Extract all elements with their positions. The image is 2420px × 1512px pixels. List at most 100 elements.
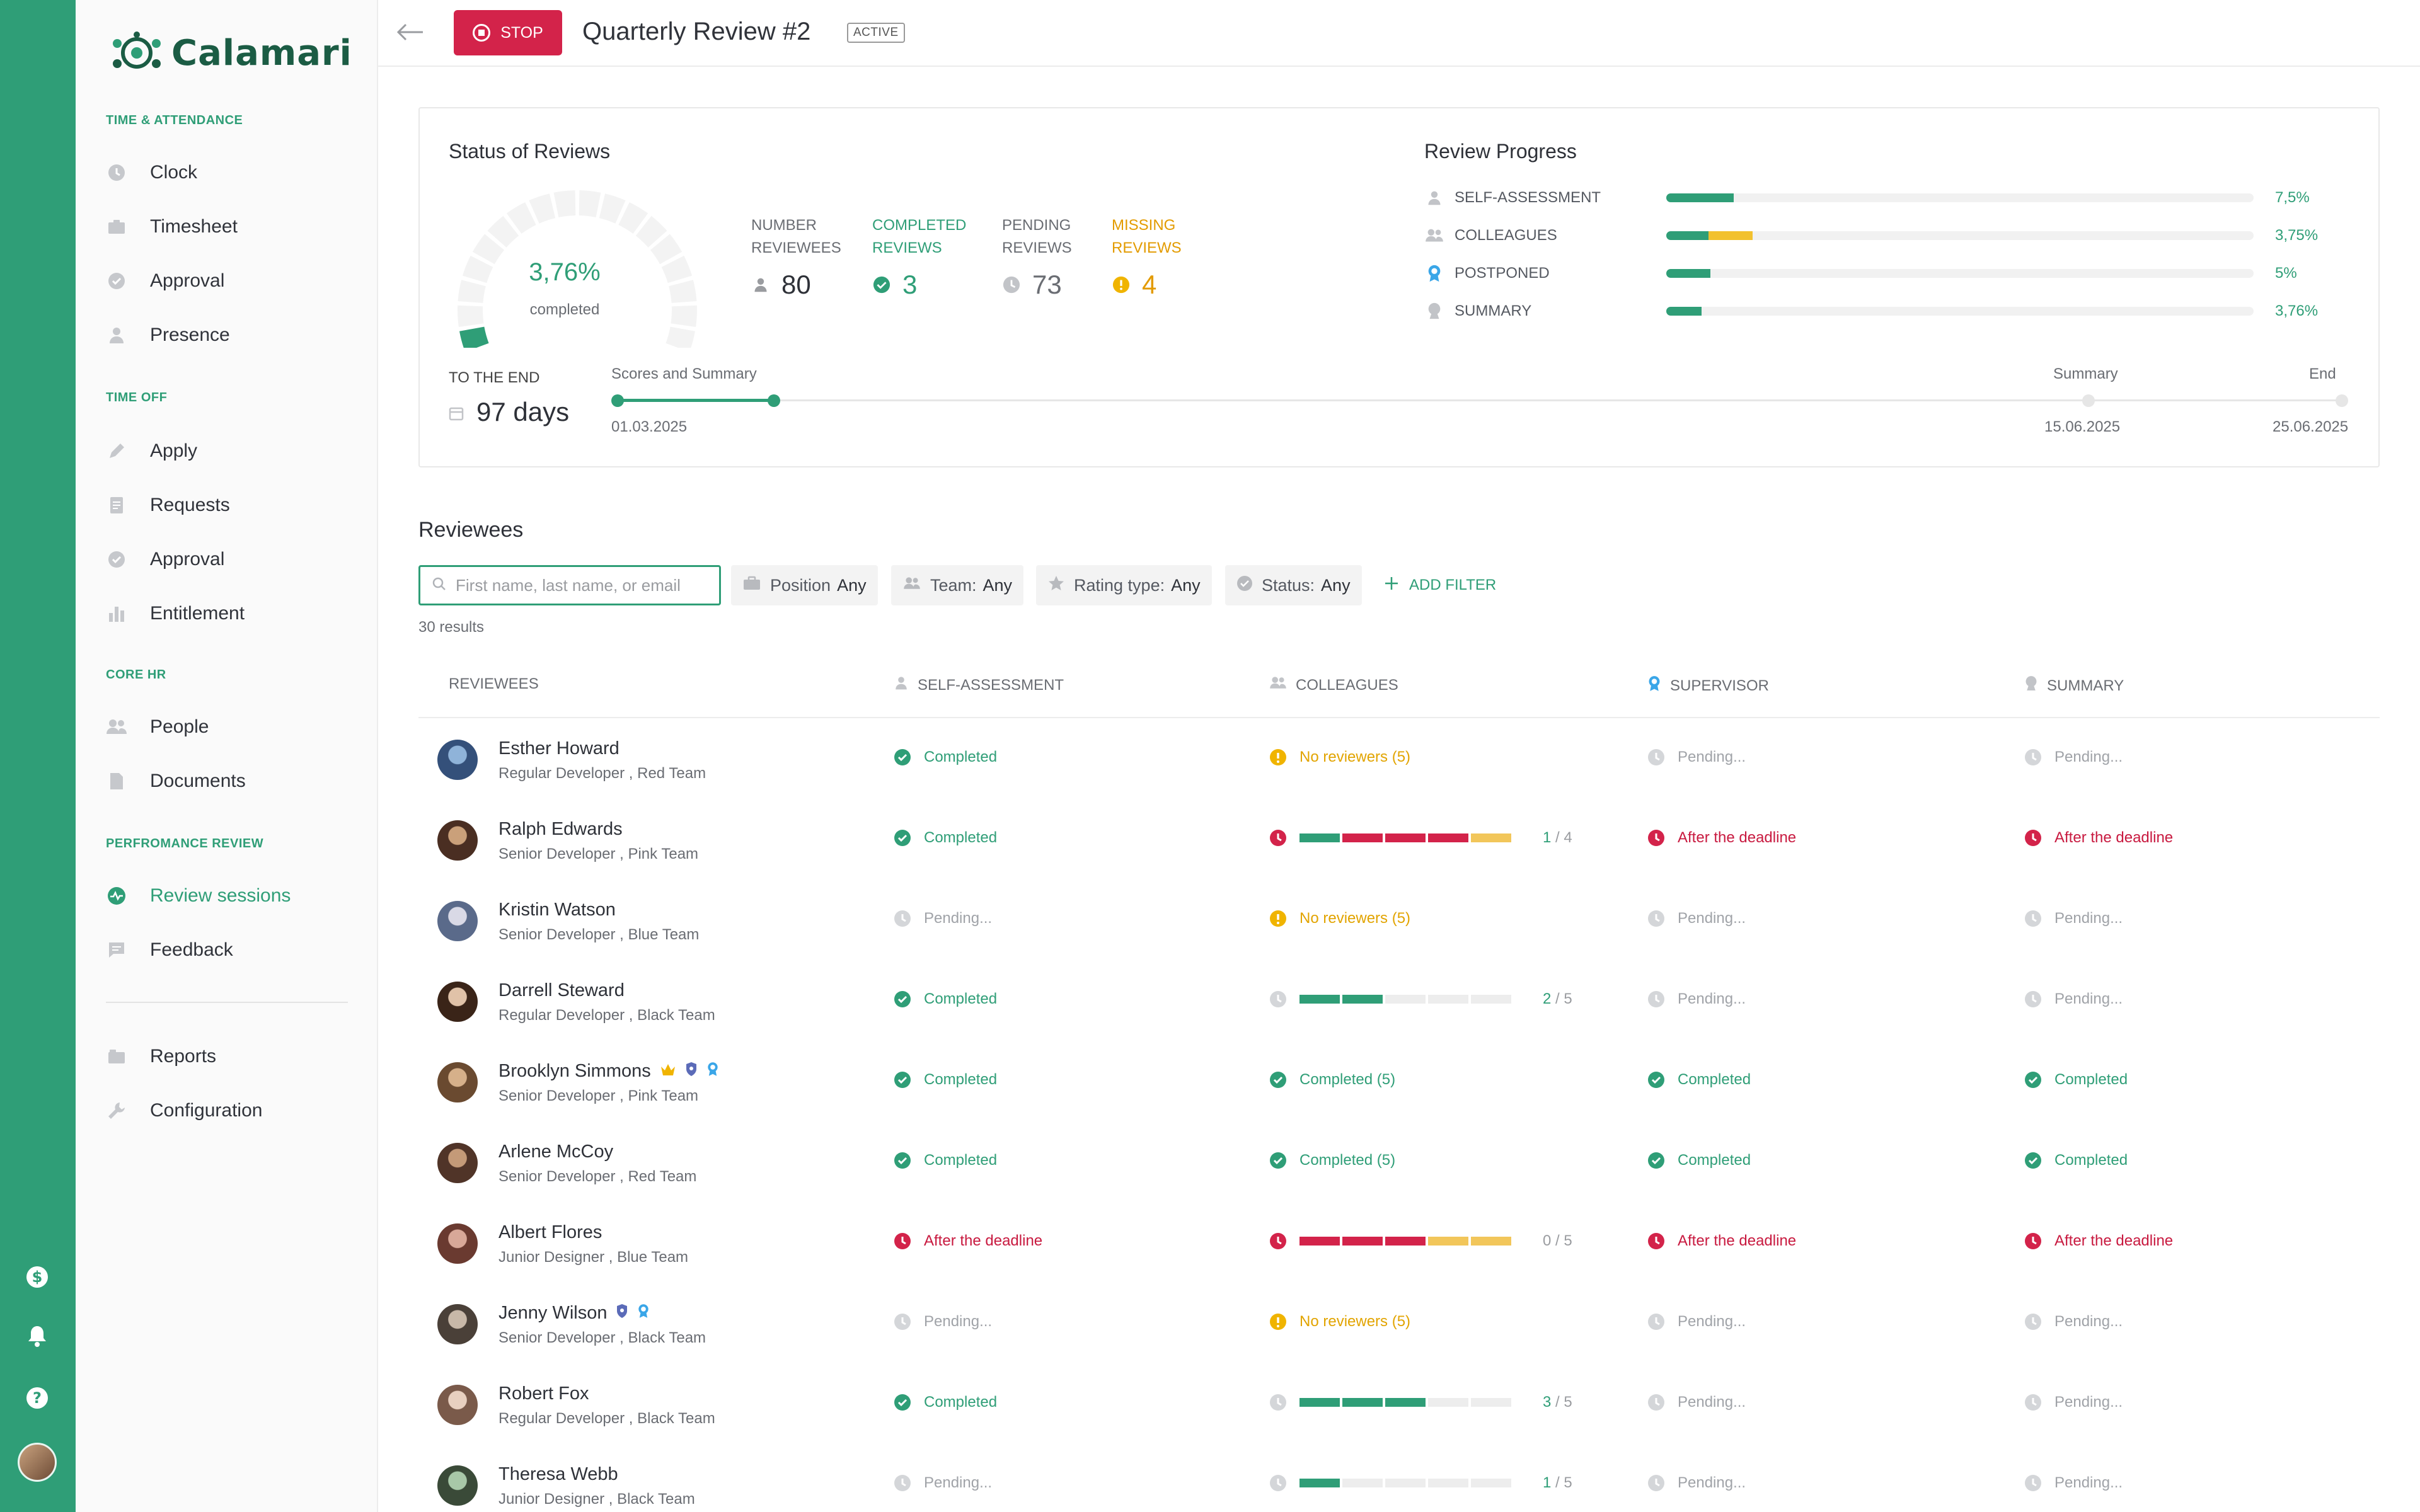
summary-status[interactable]: Pending... bbox=[2024, 748, 2123, 766]
supervisor-status[interactable]: Completed bbox=[1647, 1071, 1751, 1089]
sidebar-item-apply[interactable]: Apply bbox=[106, 431, 358, 471]
table-row[interactable]: Darrell Steward Regular Developer , Blac… bbox=[418, 961, 2380, 1042]
column-summary[interactable]: SUMMARY bbox=[2024, 675, 2124, 696]
supervisor-status[interactable]: Pending... bbox=[1647, 910, 1746, 927]
sidebar-item-people[interactable]: People bbox=[106, 707, 358, 747]
colleagues-status[interactable]: Completed (5) bbox=[1269, 1152, 1395, 1169]
colleagues-progress[interactable]: 1 / 4 bbox=[1269, 829, 1572, 847]
table-row[interactable]: Brooklyn Simmons Senior Developer , Pink… bbox=[418, 1042, 2380, 1123]
self-status[interactable]: Completed bbox=[894, 748, 997, 766]
summary-status[interactable]: Pending... bbox=[2024, 1394, 2123, 1411]
search-input[interactable] bbox=[456, 575, 714, 595]
self-status[interactable]: Completed bbox=[894, 990, 997, 1008]
reviewee-name[interactable]: Arlene McCoy bbox=[498, 1142, 614, 1162]
sidebar-item-approval[interactable]: Approval bbox=[106, 261, 358, 301]
colleagues-status[interactable]: No reviewers (5) bbox=[1269, 748, 1410, 766]
colleagues-status[interactable]: No reviewers (5) bbox=[1269, 910, 1410, 927]
sidebar-item-review-sessions[interactable]: Review sessions bbox=[106, 876, 358, 916]
bell-icon[interactable] bbox=[23, 1322, 52, 1351]
user-avatar[interactable] bbox=[18, 1443, 57, 1482]
summary-status[interactable]: Completed bbox=[2024, 1152, 2128, 1169]
colleagues-progress[interactable]: 3 / 5 bbox=[1269, 1394, 1572, 1411]
logo[interactable]: Calamari bbox=[108, 28, 352, 78]
avatar[interactable] bbox=[437, 740, 478, 780]
sidebar-item-reports[interactable]: Reports bbox=[106, 1036, 358, 1077]
reviewee-name[interactable]: Theresa Webb bbox=[498, 1464, 618, 1484]
self-status[interactable]: Pending... bbox=[894, 910, 992, 927]
summary-status[interactable]: Completed bbox=[2024, 1071, 2128, 1089]
avatar[interactable] bbox=[437, 1062, 478, 1102]
reviewee-name[interactable]: Robert Fox bbox=[498, 1383, 589, 1404]
supervisor-status[interactable]: Pending... bbox=[1647, 748, 1746, 766]
self-status[interactable]: After the deadline bbox=[894, 1232, 1042, 1250]
supervisor-status[interactable]: After the deadline bbox=[1647, 1232, 1796, 1250]
reviewee-name[interactable]: Jenny Wilson bbox=[498, 1303, 650, 1324]
stop-button[interactable]: STOP bbox=[454, 10, 562, 55]
reviewee-name[interactable]: Albert Flores bbox=[498, 1222, 602, 1242]
avatar[interactable] bbox=[437, 1143, 478, 1183]
colleagues-progress[interactable]: 1 / 5 bbox=[1269, 1474, 1572, 1492]
summary-status[interactable]: Pending... bbox=[2024, 910, 2123, 927]
self-status[interactable]: Completed bbox=[894, 1071, 997, 1089]
sidebar-item-feedback[interactable]: Feedback bbox=[106, 930, 358, 970]
summary-status[interactable]: Pending... bbox=[2024, 990, 2123, 1008]
colleagues-progress[interactable]: 2 / 5 bbox=[1269, 990, 1572, 1008]
self-status[interactable]: Pending... bbox=[894, 1313, 992, 1331]
filter-status[interactable]: Status: Any bbox=[1225, 565, 1362, 605]
reviewee-name[interactable]: Brooklyn Simmons bbox=[498, 1061, 719, 1082]
colleagues-status[interactable]: No reviewers (5) bbox=[1269, 1313, 1410, 1331]
summary-status[interactable]: Pending... bbox=[2024, 1474, 2123, 1492]
summary-status[interactable]: Pending... bbox=[2024, 1313, 2123, 1331]
sidebar-item-clock[interactable]: Clock bbox=[106, 152, 358, 193]
avatar[interactable] bbox=[437, 1223, 478, 1264]
column-supervisor[interactable]: SUPERVISOR bbox=[1647, 675, 1769, 696]
avatar[interactable] bbox=[437, 1304, 478, 1344]
colleagues-progress[interactable]: 0 / 5 bbox=[1269, 1232, 1572, 1250]
sidebar-item-configuration[interactable]: Configuration bbox=[106, 1091, 358, 1131]
supervisor-status[interactable]: Pending... bbox=[1647, 1313, 1746, 1331]
sidebar-item-requests[interactable]: Requests bbox=[106, 485, 358, 525]
supervisor-status[interactable]: Pending... bbox=[1647, 990, 1746, 1008]
supervisor-status[interactable]: Pending... bbox=[1647, 1394, 1746, 1411]
filter-rating-type[interactable]: Rating type: Any bbox=[1036, 565, 1212, 605]
column-self-assessment[interactable]: SELF-ASSESSMENT bbox=[894, 675, 1064, 695]
reviewee-name[interactable]: Ralph Edwards bbox=[498, 819, 623, 839]
sidebar-item-documents[interactable]: Documents bbox=[106, 761, 358, 801]
help-icon[interactable]: ? bbox=[23, 1383, 52, 1412]
avatar[interactable] bbox=[437, 901, 478, 941]
table-row[interactable]: Theresa Webb Junior Designer , Black Tea… bbox=[418, 1445, 2380, 1512]
supervisor-status[interactable]: Pending... bbox=[1647, 1474, 1746, 1492]
table-row[interactable]: Arlene McCoy Senior Developer , Red Team… bbox=[418, 1123, 2380, 1203]
reviewee-name[interactable]: Esther Howard bbox=[498, 738, 619, 759]
self-status[interactable]: Pending... bbox=[894, 1474, 992, 1492]
back-arrow-icon[interactable] bbox=[395, 16, 426, 48]
table-row[interactable]: Ralph Edwards Senior Developer , Pink Te… bbox=[418, 800, 2380, 881]
avatar[interactable] bbox=[437, 982, 478, 1022]
table-row[interactable]: Albert Flores Junior Designer , Blue Tea… bbox=[418, 1203, 2380, 1284]
table-row[interactable]: Esther Howard Regular Developer , Red Te… bbox=[418, 719, 2380, 800]
sidebar-item-timeoff-approval[interactable]: Approval bbox=[106, 539, 358, 580]
payments-icon[interactable]: $ bbox=[23, 1263, 52, 1292]
self-status[interactable]: Completed bbox=[894, 1152, 997, 1169]
table-row[interactable]: Kristin Watson Senior Developer , Blue T… bbox=[418, 881, 2380, 961]
summary-status[interactable]: After the deadline bbox=[2024, 829, 2173, 847]
colleagues-status[interactable]: Completed (5) bbox=[1269, 1071, 1395, 1089]
supervisor-status[interactable]: Completed bbox=[1647, 1152, 1751, 1169]
column-colleagues[interactable]: COLLEAGUES bbox=[1269, 675, 1398, 695]
table-row[interactable]: Robert Fox Regular Developer , Black Tea… bbox=[418, 1365, 2380, 1445]
summary-status[interactable]: After the deadline bbox=[2024, 1232, 2173, 1250]
avatar[interactable] bbox=[437, 1465, 478, 1506]
avatar[interactable] bbox=[437, 820, 478, 861]
column-reviewees[interactable]: REVIEWEES bbox=[449, 675, 539, 692]
table-row[interactable]: Jenny Wilson Senior Developer , Black Te… bbox=[418, 1284, 2380, 1365]
supervisor-status[interactable]: After the deadline bbox=[1647, 829, 1796, 847]
sidebar-item-presence[interactable]: Presence bbox=[106, 315, 358, 355]
add-filter-button[interactable]: ADD FILTER bbox=[1384, 565, 1496, 605]
self-status[interactable]: Completed bbox=[894, 829, 997, 847]
filter-team[interactable]: Team: Any bbox=[891, 565, 1024, 605]
reviewee-name[interactable]: Darrell Steward bbox=[498, 980, 625, 1000]
sidebar-item-entitlement[interactable]: Entitlement bbox=[106, 593, 358, 634]
avatar[interactable] bbox=[437, 1385, 478, 1425]
reviewee-name[interactable]: Kristin Watson bbox=[498, 900, 616, 920]
sidebar-item-timesheet[interactable]: Timesheet bbox=[106, 207, 358, 247]
